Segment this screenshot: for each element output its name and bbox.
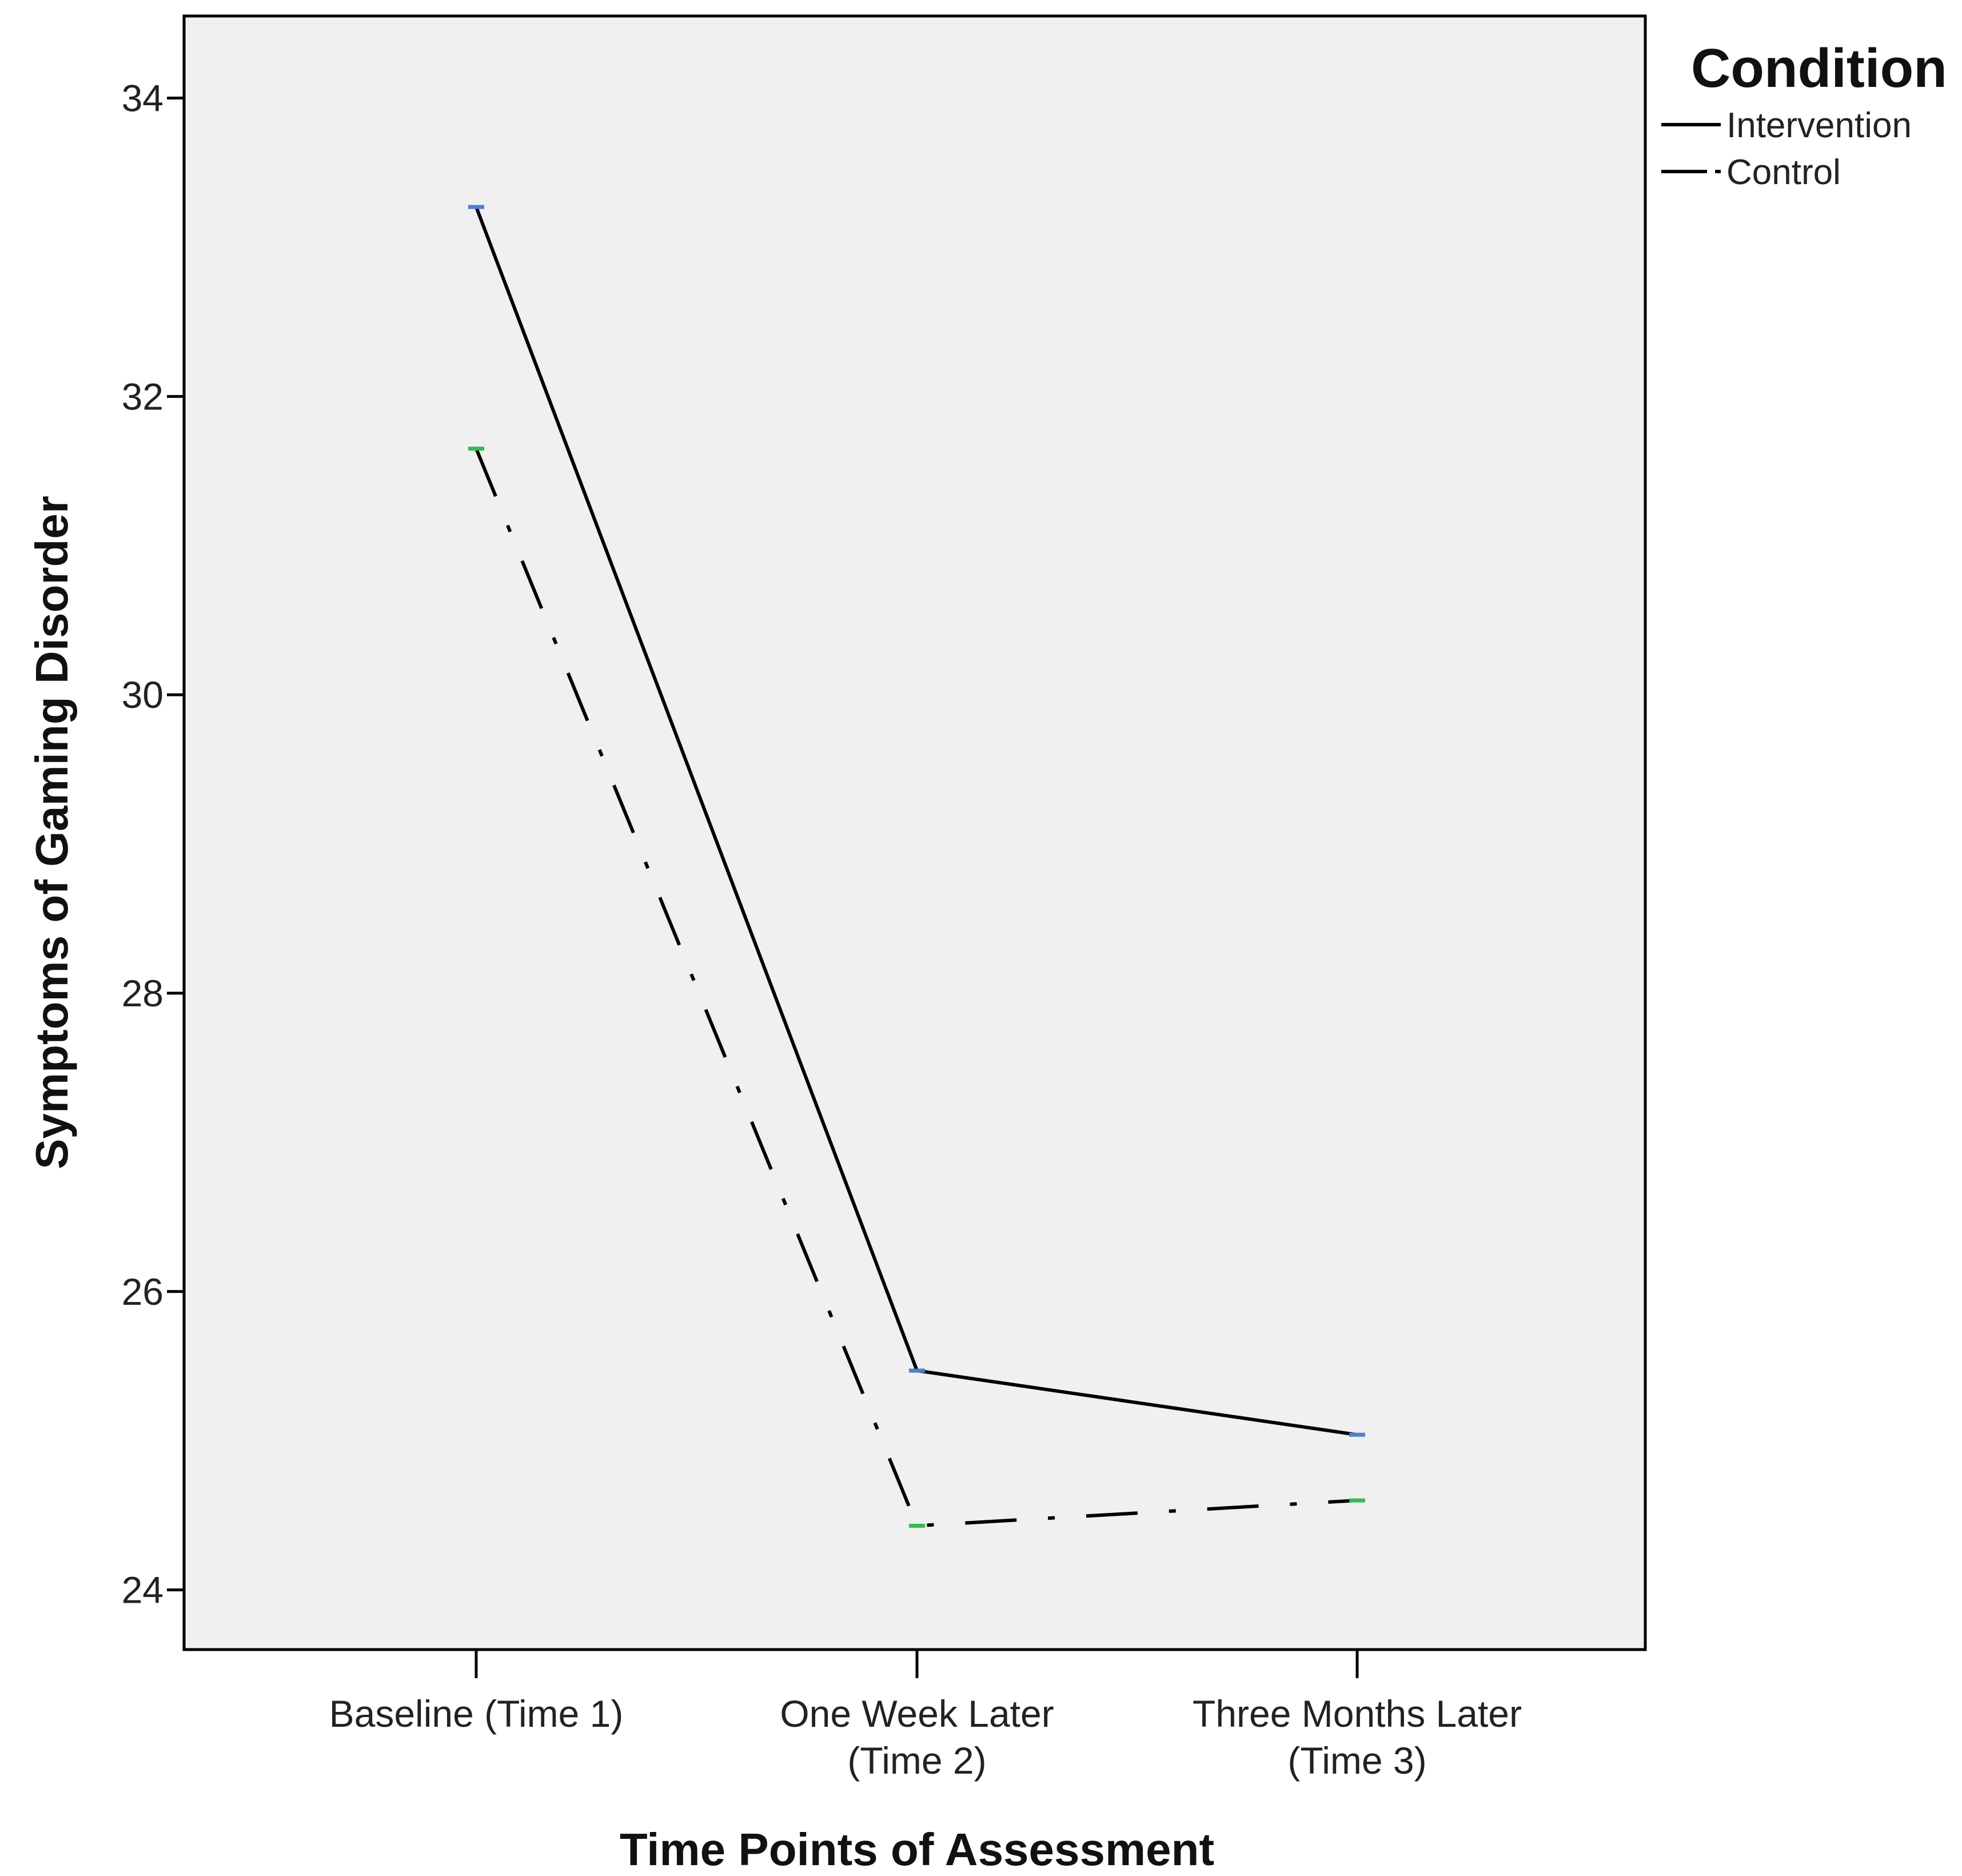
x-tick-label: Baseline (Time 1) <box>329 1692 624 1735</box>
y-axis: 24 26 28 30 32 34 <box>122 77 184 1611</box>
y-tick-label: 32 <box>122 375 164 417</box>
legend-label-intervention: Intervention <box>1726 106 1912 145</box>
series-layer <box>468 205 1365 1528</box>
plot-area <box>182 14 1647 1651</box>
legend-label-control: Control <box>1726 153 1841 192</box>
y-tick-label: 30 <box>122 674 164 716</box>
x-axis: Baseline (Time 1) One Week Later (Time 2) T… <box>329 1650 1522 1782</box>
y-tick-label: 26 <box>122 1270 164 1313</box>
y-tick-label: 34 <box>122 77 164 120</box>
series-line-control <box>474 448 1358 1528</box>
y-axis-title: Symptoms of Gaming Disorder <box>26 496 77 1169</box>
x-tick-label: Three Months Later (Time 3) <box>1193 1692 1522 1782</box>
x-tick-label: One Week Later (Time 2) <box>780 1692 1054 1782</box>
legend-title: Condition <box>1691 38 1947 99</box>
x-axis-title: Time Points of Assessment <box>620 1824 1214 1875</box>
y-tick-label: 28 <box>122 972 164 1014</box>
legend: Condition Intervention Control <box>1661 38 1947 192</box>
y-tick-label: 24 <box>122 1569 164 1611</box>
